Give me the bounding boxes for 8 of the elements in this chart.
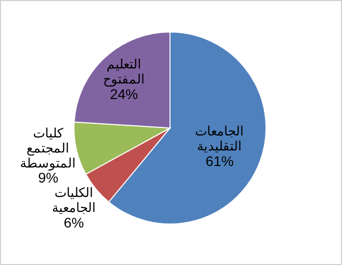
data-label: 6%: [64, 214, 84, 230]
slice-label: كليات المجتمع المتوسطة: [20, 125, 76, 172]
slice-label: الجامعات التقليدية: [195, 123, 244, 154]
slice-label: التعليم المفتوح: [103, 56, 145, 88]
data-label: 61%: [206, 152, 234, 169]
slice-label: الكليات الجامعية: [52, 185, 96, 216]
data-label: 9%: [38, 170, 58, 186]
data-label: 24%: [110, 86, 138, 102]
